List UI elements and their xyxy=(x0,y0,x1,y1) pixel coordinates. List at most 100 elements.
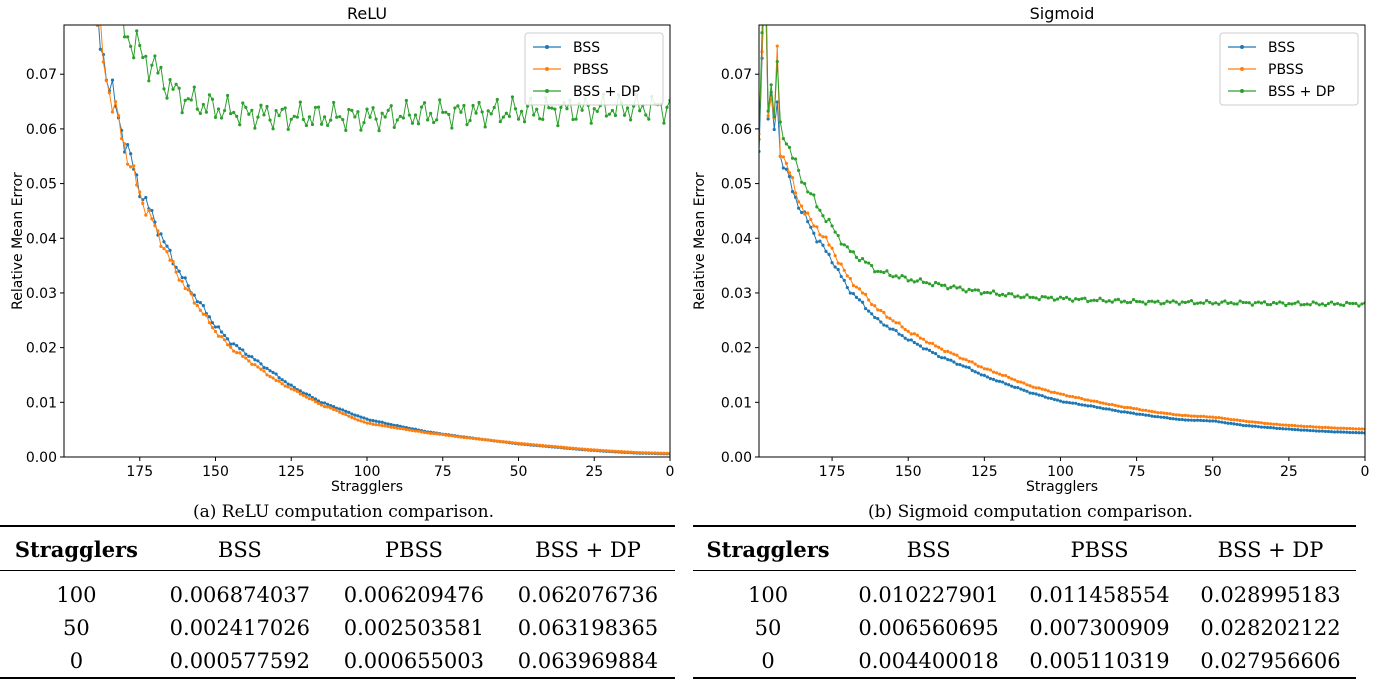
table-cell: 0.028202122 xyxy=(1200,616,1341,640)
data-point xyxy=(815,225,819,229)
data-point xyxy=(848,291,852,295)
data-point xyxy=(510,441,515,445)
data-point xyxy=(1001,373,1005,377)
data-point xyxy=(274,378,278,383)
data-point xyxy=(1208,415,1212,419)
data-point xyxy=(301,117,305,122)
data-point xyxy=(1244,424,1248,428)
data-point xyxy=(383,424,387,428)
data-point xyxy=(138,43,142,48)
data-point xyxy=(1113,298,1117,302)
data-point xyxy=(833,265,837,269)
data-point xyxy=(1095,399,1099,404)
data-point xyxy=(486,109,490,113)
data-point xyxy=(845,274,849,278)
data-point xyxy=(766,109,770,113)
data-point xyxy=(809,225,813,229)
data-point xyxy=(924,281,929,285)
data-point xyxy=(1174,300,1178,304)
data-point xyxy=(955,353,959,357)
data-point xyxy=(362,120,366,125)
data-point xyxy=(662,121,666,125)
data-point xyxy=(873,270,877,274)
data-point xyxy=(800,204,804,208)
data-point xyxy=(1083,296,1087,300)
data-point xyxy=(867,298,871,302)
data-point xyxy=(863,260,868,264)
data-point xyxy=(583,447,587,451)
data-point xyxy=(404,98,408,103)
data-point xyxy=(259,103,263,107)
y-tick-label: 0.07 xyxy=(26,67,57,83)
data-point xyxy=(268,369,272,373)
data-point xyxy=(419,430,424,434)
data-point xyxy=(183,276,187,280)
data-point xyxy=(1262,425,1267,429)
data-point xyxy=(474,111,478,115)
y-tick-label: 0.06 xyxy=(26,122,57,138)
data-point xyxy=(906,338,910,342)
data-point xyxy=(1180,413,1184,418)
data-point xyxy=(262,113,266,117)
data-point xyxy=(1348,301,1352,306)
data-point xyxy=(647,451,651,455)
data-point xyxy=(970,368,974,372)
data-point xyxy=(147,79,151,83)
data-point xyxy=(1329,426,1334,430)
data-point xyxy=(625,450,630,454)
data-point xyxy=(1138,412,1142,416)
data-point xyxy=(256,365,260,369)
data-point xyxy=(1171,417,1175,421)
data-point xyxy=(1165,416,1169,420)
data-point xyxy=(150,217,154,221)
data-point xyxy=(380,424,384,428)
data-point xyxy=(1144,408,1148,412)
data-point xyxy=(1226,417,1230,421)
data-point xyxy=(1314,425,1318,429)
data-point xyxy=(656,451,660,455)
data-point xyxy=(1177,417,1181,422)
data-point xyxy=(1305,302,1309,306)
data-point xyxy=(453,106,457,110)
data-point xyxy=(383,115,387,119)
data-point xyxy=(259,362,263,366)
data-point xyxy=(1217,420,1221,424)
data-point xyxy=(1354,301,1358,306)
data-point xyxy=(432,120,436,125)
data-point xyxy=(622,113,627,117)
data-point xyxy=(934,344,938,348)
data-point xyxy=(513,107,518,111)
data-point xyxy=(632,450,636,454)
data-point xyxy=(1339,426,1343,430)
legend-swatch-marker xyxy=(1240,67,1244,71)
data-point xyxy=(141,55,145,60)
data-point xyxy=(857,298,862,302)
data-point xyxy=(1269,422,1273,426)
data-point xyxy=(806,220,810,224)
data-point xyxy=(769,83,773,87)
data-point xyxy=(162,246,166,251)
data-point xyxy=(1238,418,1242,423)
data-point xyxy=(1195,414,1200,418)
data-point xyxy=(1052,390,1056,394)
data-point xyxy=(395,426,399,430)
data-point xyxy=(1119,410,1123,414)
data-point xyxy=(286,382,290,386)
data-point xyxy=(410,428,415,433)
x-tick-label: 100 xyxy=(354,464,381,480)
table-row: 50 0.006560695 0.007300909 0.028202122 xyxy=(693,611,1356,644)
data-point xyxy=(1004,373,1008,378)
data-point xyxy=(1195,418,1200,422)
data-point xyxy=(1332,426,1337,430)
data-point xyxy=(1360,431,1364,435)
data-point xyxy=(441,432,445,437)
table-cell: 0.063198365 xyxy=(517,616,659,640)
data-point xyxy=(1125,300,1130,305)
data-point xyxy=(1007,375,1011,380)
data-point xyxy=(129,152,133,156)
y-axis-label: Relative Mean Error xyxy=(10,172,26,310)
data-point xyxy=(1135,412,1139,416)
legend-label: BSS xyxy=(573,40,600,56)
data-point xyxy=(135,29,139,33)
data-point xyxy=(839,262,843,266)
